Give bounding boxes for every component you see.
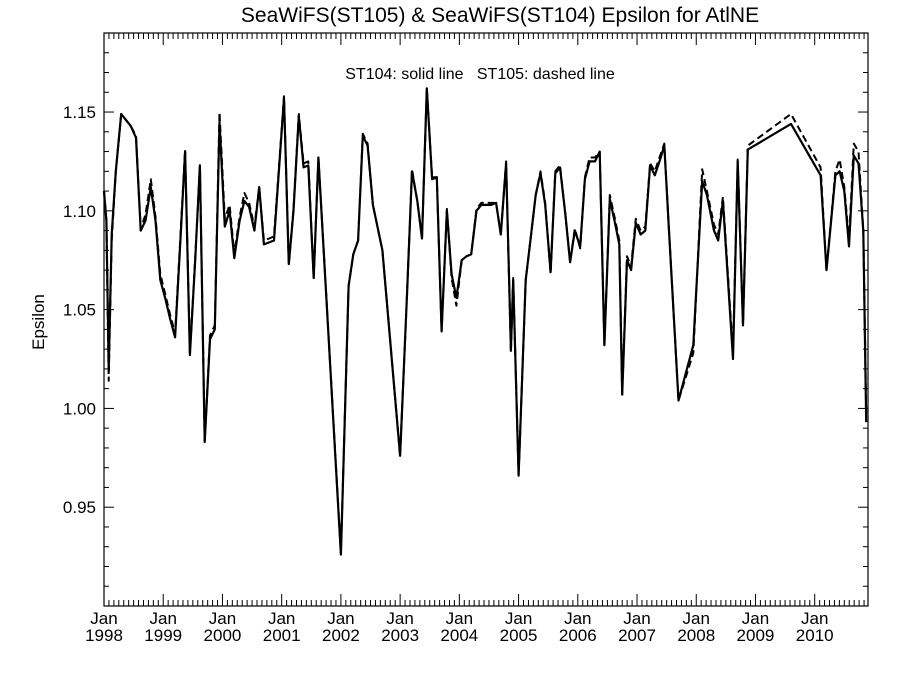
y-tick-label: 0.95 (63, 498, 96, 517)
x-tick-label-month: Jan (150, 609, 177, 628)
plot-frame (103, 32, 869, 607)
x-tick-label-year: 2002 (322, 626, 360, 645)
x-tick-label-month: Jan (801, 609, 828, 628)
x-tick-label-year: 1999 (144, 626, 182, 645)
x-tick-label-year: 1998 (85, 626, 123, 645)
x-tick-label-month: Jan (386, 609, 413, 628)
x-tick-label-year: 2009 (737, 626, 775, 645)
axis-ticks (103, 32, 868, 606)
x-tick-label-month: Jan (564, 609, 591, 628)
x-tick-label-month: Jan (623, 609, 650, 628)
x-tick-label-month: Jan (268, 609, 295, 628)
chart-title: SeaWiFS(ST105) & SeaWiFS(ST104) Epsilon … (241, 4, 759, 27)
x-tick-label-month: Jan (209, 609, 236, 628)
y-tick-label: 1.05 (63, 301, 96, 320)
y-tick-label: 1.10 (63, 202, 96, 221)
x-tick-label-month: Jan (327, 609, 354, 628)
x-tick-label-month: Jan (742, 609, 769, 628)
x-tick-label-year: 2000 (204, 626, 242, 645)
axis-tick-labels: 0.951.001.051.101.15Jan1998Jan1999Jan200… (63, 103, 834, 645)
series-lines (102, 87, 868, 556)
x-tick-label-year: 2004 (440, 626, 478, 645)
x-tick-label-year: 2003 (381, 626, 419, 645)
x-tick-label-year: 2007 (618, 626, 656, 645)
x-tick-label-month: Jan (446, 609, 473, 628)
series-line-st104-solid (102, 87, 868, 556)
y-tick-label: 1.15 (63, 103, 96, 122)
chart-annotation: ST104: solid line ST105: dashed line (345, 66, 615, 83)
x-tick-label-year: 2006 (559, 626, 597, 645)
x-tick-label-month: Jan (505, 609, 532, 628)
y-axis-label: Epsilon (29, 294, 48, 350)
x-tick-label-year: 2010 (796, 626, 834, 645)
x-tick-label-month: Jan (683, 609, 710, 628)
x-tick-label-month: Jan (90, 609, 117, 628)
x-tick-label-year: 2008 (677, 626, 715, 645)
x-tick-label-year: 2001 (263, 626, 301, 645)
x-tick-label-year: 2005 (500, 626, 538, 645)
y-tick-label: 1.00 (63, 399, 96, 418)
